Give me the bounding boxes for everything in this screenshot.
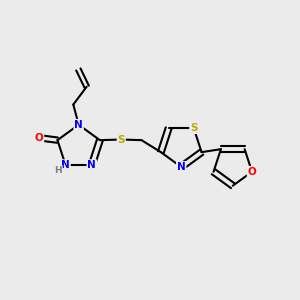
Text: N: N bbox=[87, 160, 96, 170]
Text: O: O bbox=[248, 167, 256, 177]
Text: S: S bbox=[118, 134, 125, 145]
Text: O: O bbox=[35, 133, 44, 143]
Text: N: N bbox=[61, 160, 70, 170]
Text: H: H bbox=[54, 166, 62, 175]
Text: S: S bbox=[190, 123, 197, 133]
Text: N: N bbox=[74, 120, 83, 130]
Text: N: N bbox=[177, 162, 186, 172]
